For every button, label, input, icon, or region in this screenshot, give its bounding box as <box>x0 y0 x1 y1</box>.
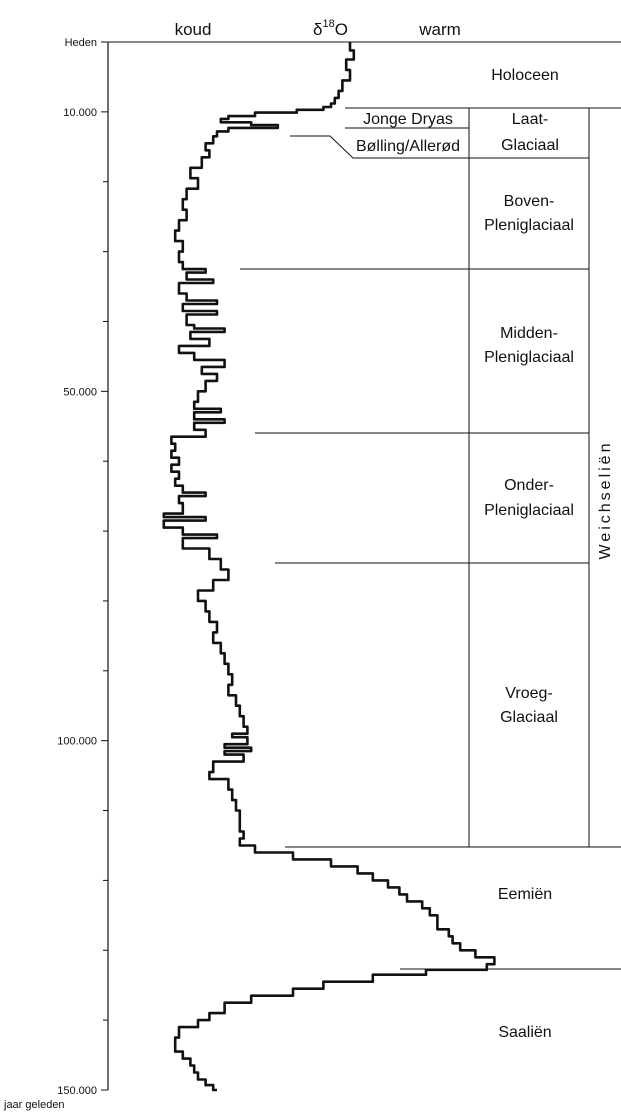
period-vroeg-1: Vroeg- <box>505 685 552 702</box>
isotope-label: δ18O <box>313 18 348 39</box>
period-eemien: Eemiën <box>498 886 552 903</box>
period-boven-1: Boven- <box>504 193 555 210</box>
period-boven-2: Pleniglaciaal <box>484 217 574 234</box>
period-saalien: Saaliën <box>498 1024 551 1041</box>
y-tick-label: Heden <box>65 37 97 49</box>
y-tick-label: 50.000 <box>63 386 97 398</box>
isotope-mass: 18 <box>322 18 334 30</box>
period-vroeg-2: Glaciaal <box>500 709 558 726</box>
y-tick-label: 10.000 <box>63 107 97 119</box>
isotope-element: O <box>335 20 348 39</box>
period-holoceen: Holoceen <box>491 67 559 84</box>
subperiod-jonge-dryas: Jonge Dryas <box>363 111 453 128</box>
stage-weichselien: Weichseliën <box>597 441 614 560</box>
warm-label: warm <box>418 20 461 39</box>
period-onder-2: Pleniglaciaal <box>484 502 574 519</box>
period-midden-1: Midden- <box>500 325 558 342</box>
isotope-delta: δ <box>313 20 322 39</box>
y-tick-label: 100.000 <box>57 736 97 748</box>
period-onder-1: Onder- <box>504 477 554 494</box>
period-laat-glaciaal-2: Glaciaal <box>501 137 559 154</box>
delta18o-curve <box>162 42 496 1092</box>
y-axis: Heden 10.000 50.000 100.000 150.000 <box>57 37 109 1097</box>
subperiod-bolling-allerod: Bølling/Allerød <box>356 138 460 155</box>
cold-label: koud <box>175 20 212 39</box>
bolling-connector <box>290 135 469 159</box>
period-midden-2: Pleniglaciaal <box>484 349 574 366</box>
period-labels: Holoceen Laat- Glaciaal Jonge Dryas Bøll… <box>356 67 574 1041</box>
y-tick-label: 150.000 <box>57 1085 97 1097</box>
period-laat-glaciaal-1: Laat- <box>512 111 548 128</box>
y-axis-unit-label: jaar geleden <box>3 1099 65 1111</box>
